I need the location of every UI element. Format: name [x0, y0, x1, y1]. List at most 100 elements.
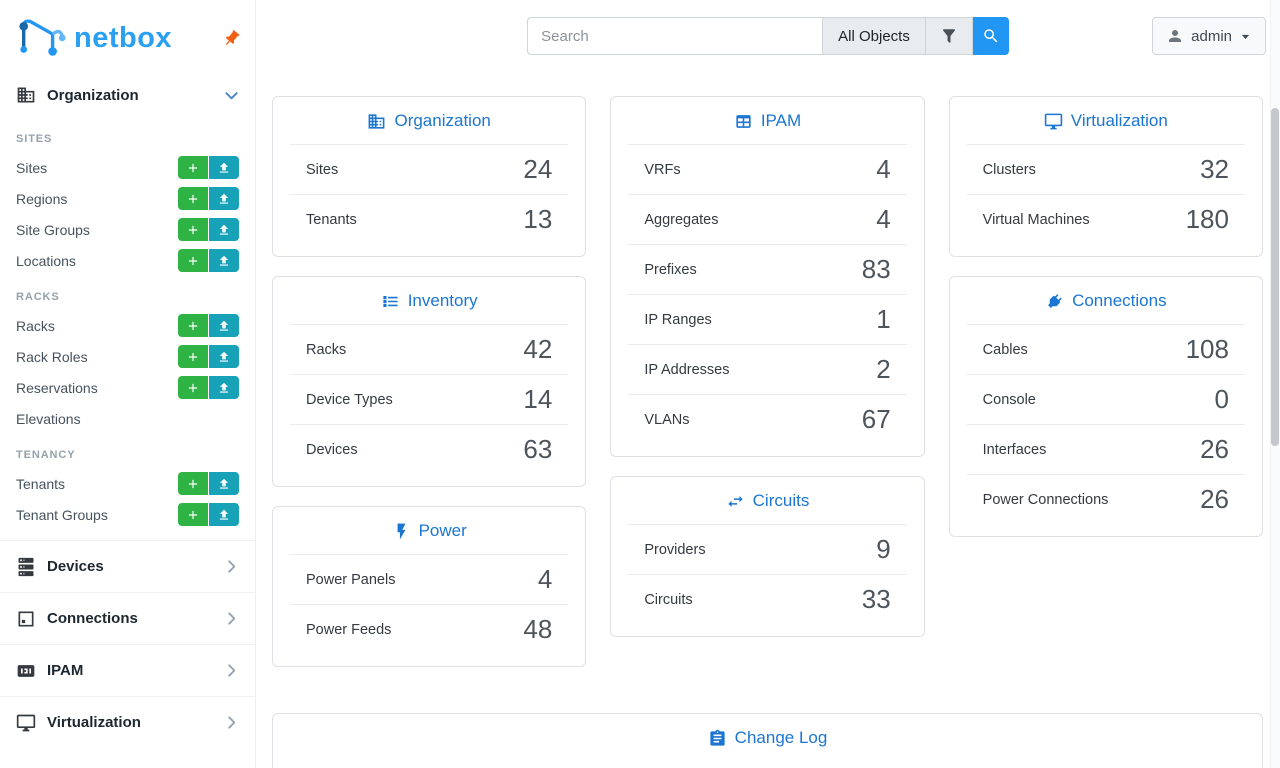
import-icon: [217, 508, 231, 522]
scrollbar-thumb[interactable]: [1271, 108, 1279, 446]
user-menu-button[interactable]: admin: [1152, 17, 1266, 55]
sidebar-link-elevations[interactable]: Elevations: [16, 410, 81, 427]
sidebar-link-sites[interactable]: Sites: [16, 159, 48, 176]
add-button[interactable]: [178, 187, 208, 210]
stat-value[interactable]: 4: [876, 204, 891, 234]
import-button[interactable]: [209, 187, 239, 210]
stat-value[interactable]: 48: [523, 614, 553, 644]
stat-value[interactable]: 180: [1185, 204, 1229, 234]
stat-value[interactable]: 26: [1200, 484, 1229, 514]
stat-value[interactable]: 63: [523, 434, 553, 464]
main-content: Organization Sites 24 Tenants 13 Inv: [256, 72, 1280, 768]
stat-value[interactable]: 13: [523, 204, 553, 234]
filter-button[interactable]: [924, 17, 973, 55]
sidebar-item-connections[interactable]: Connections: [0, 592, 255, 644]
sidebar-link-rack-roles[interactable]: Rack Roles: [16, 348, 88, 365]
stat-label[interactable]: Clusters: [982, 161, 1036, 178]
stat-value[interactable]: 108: [1185, 334, 1229, 364]
stat-value[interactable]: 26: [1200, 434, 1229, 464]
card-title-link[interactable]: Inventory: [407, 291, 478, 310]
stat-label[interactable]: Console: [982, 391, 1036, 408]
stat-label[interactable]: Virtual Machines: [982, 211, 1090, 228]
add-button[interactable]: [178, 218, 208, 241]
sidebar-link-site-groups[interactable]: Site Groups: [16, 221, 90, 238]
stat-label[interactable]: Power Connections: [982, 491, 1109, 508]
netbox-logo[interactable]: [16, 14, 68, 63]
stat-row: Cables 108: [966, 324, 1245, 374]
object-type-dropdown[interactable]: All Objects: [822, 17, 925, 55]
import-button[interactable]: [209, 156, 239, 179]
pin-icon[interactable]: [218, 25, 245, 52]
ipam-icon: [16, 661, 36, 681]
stat-label[interactable]: Aggregates: [644, 211, 719, 228]
stat-row: Circuits 33: [628, 574, 907, 624]
card-title-link[interactable]: Change Log: [734, 728, 828, 747]
stat-row: Racks 42: [290, 324, 569, 374]
add-button[interactable]: [178, 376, 208, 399]
stat-value[interactable]: 42: [523, 334, 553, 364]
stat-value[interactable]: 24: [523, 154, 553, 184]
card-title-link[interactable]: Connections: [1072, 291, 1167, 310]
sidebar-link-racks[interactable]: Racks: [16, 317, 55, 334]
stat-label[interactable]: Racks: [306, 341, 347, 358]
stat-label[interactable]: IP Ranges: [644, 311, 712, 328]
sidebar-item-virtualization[interactable]: Virtualization: [0, 696, 255, 748]
card-title-link[interactable]: Organization: [394, 111, 491, 130]
sidebar-item-ipam[interactable]: IPAM: [0, 644, 255, 696]
sidebar-link-regions[interactable]: Regions: [16, 190, 68, 207]
search-input[interactable]: [527, 17, 823, 55]
import-button[interactable]: [209, 472, 239, 495]
sidebar-item-devices[interactable]: Devices: [0, 540, 255, 592]
import-button[interactable]: [209, 314, 239, 337]
sidebar-link-reservations[interactable]: Reservations: [16, 379, 98, 396]
add-button[interactable]: [178, 249, 208, 272]
card-title-link[interactable]: Virtualization: [1070, 111, 1168, 130]
stat-label[interactable]: Providers: [644, 541, 706, 558]
sidebar-link-tenant-groups[interactable]: Tenant Groups: [16, 506, 108, 523]
stat-value[interactable]: 33: [861, 584, 891, 614]
sidebar-link-locations[interactable]: Locations: [16, 252, 76, 269]
stat-label[interactable]: Sites: [306, 161, 339, 178]
stat-label[interactable]: VRFs: [644, 161, 681, 178]
import-button[interactable]: [209, 376, 239, 399]
stat-value[interactable]: 32: [1200, 154, 1229, 184]
stat-label[interactable]: Tenants: [306, 211, 357, 228]
import-button[interactable]: [209, 345, 239, 368]
stat-value[interactable]: 14: [523, 384, 553, 414]
add-button[interactable]: [178, 345, 208, 368]
stat-label[interactable]: Power Feeds: [306, 621, 392, 638]
import-button[interactable]: [209, 218, 239, 241]
brand-name[interactable]: netbox: [74, 21, 173, 54]
import-button[interactable]: [209, 503, 239, 526]
sidebar-item-organization[interactable]: Organization: [0, 72, 255, 118]
stat-label[interactable]: Device Types: [306, 391, 393, 408]
search-button[interactable]: [972, 17, 1009, 55]
stat-label[interactable]: Power Panels: [306, 571, 396, 588]
add-button[interactable]: [178, 503, 208, 526]
stat-label[interactable]: Prefixes: [644, 261, 697, 278]
stat-label[interactable]: IP Addresses: [644, 361, 730, 378]
stat-label[interactable]: Devices: [306, 441, 358, 458]
add-button[interactable]: [178, 314, 208, 337]
card-title-link[interactable]: IPAM: [760, 111, 802, 130]
stat-label[interactable]: Interfaces: [982, 441, 1047, 458]
stat-label[interactable]: Cables: [982, 341, 1028, 358]
stat-value[interactable]: 4: [537, 564, 553, 594]
stat-value[interactable]: 1: [876, 304, 891, 334]
sidebar-link-tenants[interactable]: Tenants: [16, 475, 66, 492]
stat-label[interactable]: Circuits: [644, 591, 693, 608]
stat-label[interactable]: VLANs: [644, 411, 690, 428]
sidebar-item-sites: Sites: [0, 152, 255, 183]
card-title-link[interactable]: Power: [418, 521, 467, 540]
stat-value[interactable]: 83: [861, 254, 891, 284]
stat-value[interactable]: 67: [861, 404, 891, 434]
stat-value[interactable]: 0: [1214, 384, 1229, 414]
card-title-link[interactable]: Circuits: [752, 491, 810, 510]
stat-value[interactable]: 2: [876, 354, 891, 384]
scrollbar-track[interactable]: [1270, 0, 1280, 768]
stat-value[interactable]: 9: [876, 534, 891, 564]
add-button[interactable]: [178, 472, 208, 495]
add-button[interactable]: [178, 156, 208, 179]
stat-value[interactable]: 4: [876, 154, 891, 184]
import-button[interactable]: [209, 249, 239, 272]
